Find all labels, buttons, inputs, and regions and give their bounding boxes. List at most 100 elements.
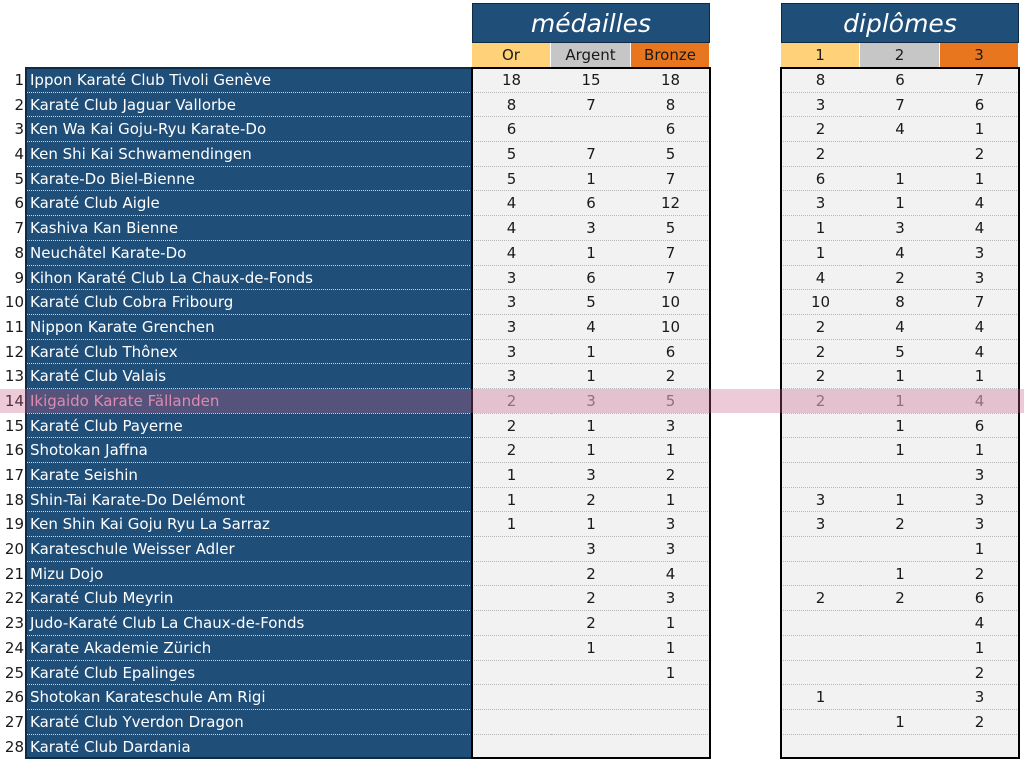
- diploma-2-count: [860, 537, 940, 562]
- diploma-3-count: 1: [940, 364, 1019, 389]
- gold-medal-count: [472, 685, 551, 710]
- rank-number: 10: [4, 293, 24, 312]
- diploma-3-count: 6: [940, 92, 1019, 118]
- diploma-2-count: 1: [860, 487, 940, 513]
- ranking-table: 1 Ippon Karaté Club Tivoli Genève 18 15 18 8 6…: [0, 68, 1024, 760]
- diploma-2-count: 3: [860, 216, 940, 241]
- gold-medal-count: 2: [472, 388, 551, 414]
- gold-medal-count: 4: [472, 191, 551, 217]
- club-name: Karate Akademie Zürich: [26, 635, 472, 661]
- diploma-3-count: 3: [940, 265, 1019, 291]
- silver-medal-count: [551, 685, 631, 710]
- bronze-medal-count: 3: [631, 413, 710, 439]
- rank-number: 11: [4, 317, 24, 336]
- gold-medal-count: 2: [472, 438, 551, 463]
- diploma-3-count: 6: [940, 586, 1019, 612]
- rank-number: 22: [4, 589, 24, 608]
- silver-medal-count: 2: [551, 586, 631, 612]
- bronze-medal-count: [631, 734, 710, 760]
- club-name: Neuchâtel Karate-Do: [26, 240, 472, 266]
- table-row: 23 Judo-Karaté Club La Chaux-de-Fonds 2 1 4: [0, 611, 1024, 636]
- rank-number: 14: [4, 391, 24, 410]
- club-name: Ken Shin Kai Goju Ryu La Sarraz: [26, 512, 472, 538]
- medals-subheader: Or Argent Bronze: [472, 43, 710, 67]
- club-name: Karateschule Weisser Adler: [26, 537, 472, 562]
- diploma-values: 1: [781, 537, 1019, 562]
- diploma-2-count: 8: [860, 290, 940, 315]
- silver-medal-count: 3: [551, 388, 631, 414]
- table-row: 18 Shin-Tai Karate-Do Delémont 1 2 1 3 1 3: [0, 487, 1024, 513]
- medal-values: [472, 734, 710, 760]
- bronze-medal-count: 10: [631, 314, 710, 340]
- diploma-2-count: 1: [860, 438, 940, 463]
- bronze-medal-count: 18: [631, 68, 710, 93]
- diploma-2-count: 1: [860, 191, 940, 217]
- medal-values: 18 15 18: [472, 68, 710, 93]
- diploma-2-count: [860, 685, 940, 710]
- diploma-1-count: 1: [781, 685, 860, 710]
- club-name: Shotokan Jaffna: [26, 438, 472, 463]
- diploma-3-count: 3: [940, 685, 1019, 710]
- table-row: 9 Kihon Karaté Club La Chaux-de-Fonds 3 6 7 4…: [0, 265, 1024, 291]
- gold-medal-count: [472, 561, 551, 587]
- table-row: 20 Karateschule Weisser Adler 3 3 1: [0, 537, 1024, 562]
- diploma-values: 10 8 7: [781, 290, 1019, 315]
- diploma-1-count: [781, 660, 860, 686]
- bronze-medal-count: 2: [631, 463, 710, 488]
- diploma-2-count: 6: [860, 68, 940, 93]
- silver-medal-count: 6: [551, 265, 631, 291]
- silver-medal-count: 7: [551, 142, 631, 167]
- diploma-2-count: [860, 142, 940, 167]
- diploma-2-count: 2: [860, 586, 940, 612]
- diploma-1-count: [781, 438, 860, 463]
- diploma-2-count: 1: [860, 709, 940, 735]
- gold-medal-count: 3: [472, 290, 551, 315]
- diploma-2-count: 2: [860, 512, 940, 538]
- diploma-1-count: 2: [781, 586, 860, 612]
- gold-medal-count: 18: [472, 68, 551, 93]
- rank-number: 13: [4, 367, 24, 386]
- diploma-values: 1: [781, 635, 1019, 661]
- diploma-1-count: 2: [781, 117, 860, 143]
- gold-medal-count: 4: [472, 240, 551, 266]
- col-header-argent: Argent: [551, 43, 631, 67]
- rank-number: 23: [4, 614, 24, 633]
- table-row: 16 Shotokan Jaffna 2 1 1 1 1: [0, 438, 1024, 463]
- club-name: Karate-Do Biel-Bienne: [26, 166, 472, 192]
- table-row: 5 Karate-Do Biel-Bienne 5 1 7 6 1 1: [0, 166, 1024, 192]
- diploma-2-count: 7: [860, 92, 940, 118]
- bronze-medal-count: 1: [631, 660, 710, 686]
- club-name: Karaté Club Valais: [26, 364, 472, 389]
- col-header-bronze: Bronze: [631, 43, 710, 67]
- gold-medal-count: 1: [472, 512, 551, 538]
- gold-medal-count: 6: [472, 117, 551, 143]
- rank-number: 6: [14, 194, 24, 213]
- bronze-medal-count: 6: [631, 117, 710, 143]
- silver-medal-count: 3: [551, 537, 631, 562]
- silver-medal-count: 3: [551, 216, 631, 241]
- table-row: 25 Karaté Club Epalinges 1 2: [0, 660, 1024, 686]
- medal-values: [472, 685, 710, 710]
- diploma-3-count: 1: [940, 635, 1019, 661]
- medal-values: 4 6 12: [472, 191, 710, 217]
- diploma-3-count: 4: [940, 191, 1019, 217]
- medals-header: médailles: [472, 3, 710, 43]
- bronze-medal-count: 1: [631, 438, 710, 463]
- bronze-medal-count: 7: [631, 265, 710, 291]
- rank-number: 2: [14, 95, 24, 114]
- diploma-2-count: [860, 635, 940, 661]
- diploma-3-count: 4: [940, 314, 1019, 340]
- diploma-2-count: 1: [860, 364, 940, 389]
- bronze-medal-count: 7: [631, 240, 710, 266]
- gold-medal-count: [472, 660, 551, 686]
- bronze-medal-count: 1: [631, 611, 710, 636]
